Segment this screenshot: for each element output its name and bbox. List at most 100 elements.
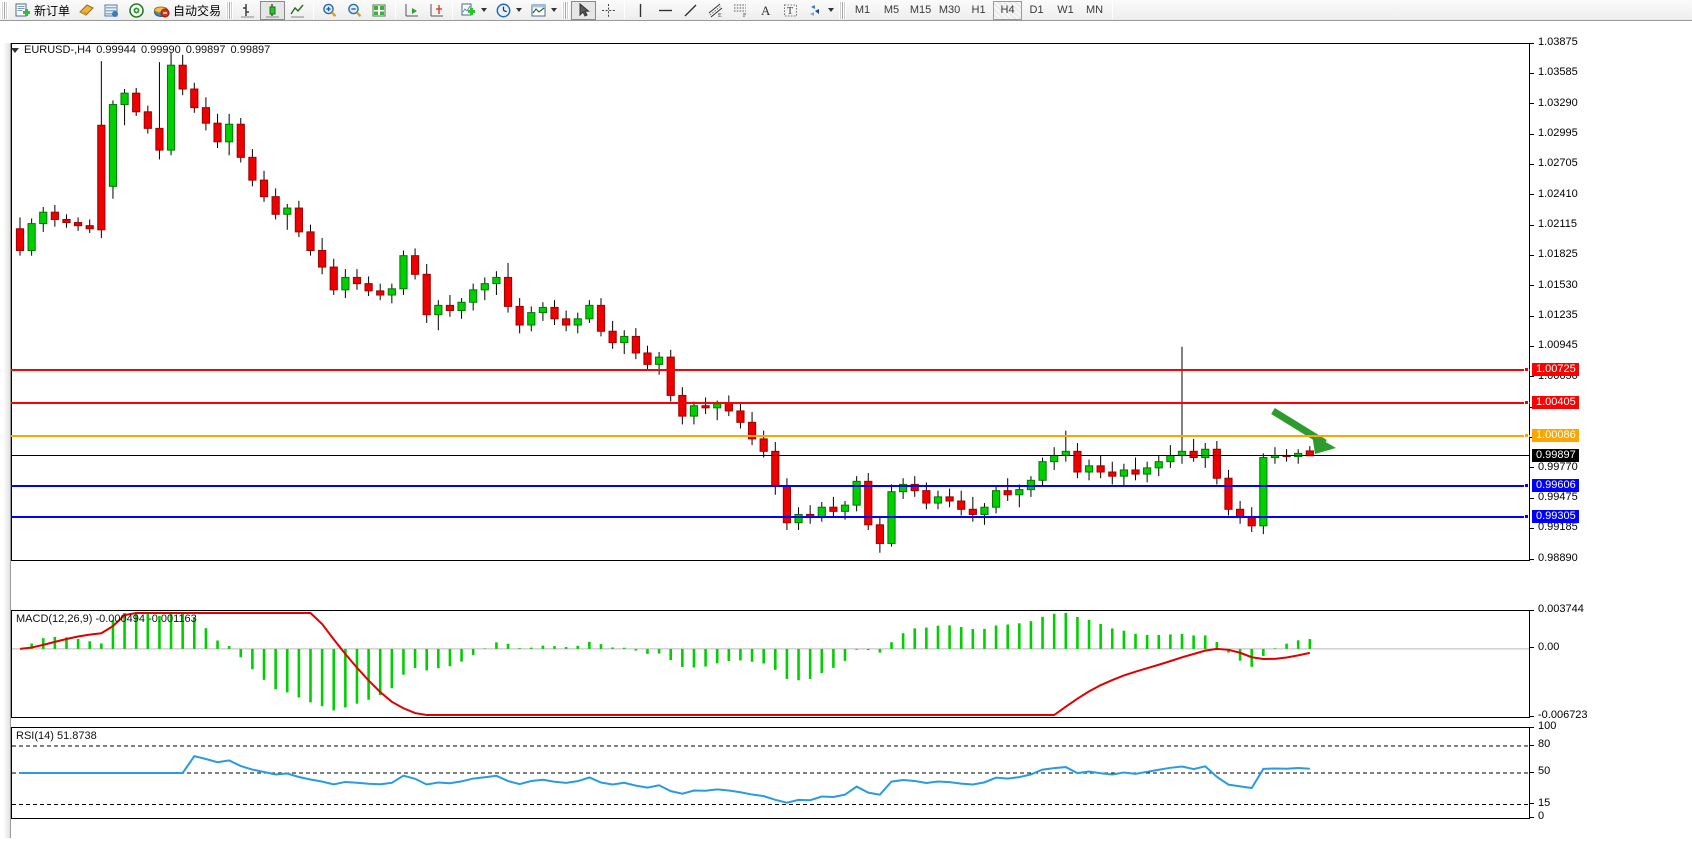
price-level-line-resistance-1[interactable]	[11, 402, 1530, 405]
candle-bullish	[585, 304, 594, 320]
price-level-handle-support-1[interactable]	[1524, 482, 1529, 488]
price-level-line-last-price[interactable]	[11, 454, 1530, 456]
toolbar-separator-5	[1112, 1, 1114, 19]
price-level-label-support-1[interactable]: 0.99606	[1532, 478, 1579, 492]
indicators-chevron-down-icon[interactable]	[481, 8, 488, 12]
timeframe-button-m30[interactable]: M30	[938, 4, 961, 16]
price-tick: 1.01235	[1530, 309, 1690, 321]
drawing-toolbar-grip[interactable]	[562, 1, 570, 19]
candle-bearish	[248, 156, 257, 181]
candle-bearish	[503, 276, 513, 307]
shapes-chevron-down-icon[interactable]	[828, 8, 835, 12]
indicators-button[interactable]	[456, 1, 491, 20]
candle-bearish	[1003, 490, 1012, 496]
templates-chevron-down-icon[interactable]	[551, 8, 558, 12]
timeframe-button-h1[interactable]: H1	[971, 4, 986, 16]
timeframe-button-m1[interactable]: M1	[854, 4, 871, 16]
market-watch-button[interactable]	[99, 1, 124, 20]
chart-toolbar-grip[interactable]	[226, 1, 234, 19]
price-level-label-support-2[interactable]: 0.99305	[1532, 510, 1579, 524]
price-level-line-support-1[interactable]	[11, 484, 1530, 487]
toolbar-separator-2	[395, 1, 397, 19]
equidistant-channel-button[interactable]: E	[703, 1, 728, 20]
price-level-handle-support-2[interactable]	[1524, 514, 1529, 520]
price-level-label-pivot[interactable]: 1.00086	[1532, 429, 1579, 443]
text-button[interactable]: A	[753, 1, 778, 20]
vline-button[interactable]	[628, 1, 653, 20]
expert-advisors-button[interactable]	[74, 1, 99, 20]
crosshair-button[interactable]	[596, 1, 621, 20]
grid-button[interactable]	[367, 1, 392, 20]
symbol-chevron-down-icon[interactable]	[11, 47, 19, 53]
price-level-label-last-price[interactable]: 0.99897	[1532, 448, 1579, 462]
candle-bullish	[166, 64, 176, 151]
candle-bullish	[1259, 457, 1268, 527]
timeframe-button-w1[interactable]: W1	[1057, 4, 1074, 16]
candle-bearish	[759, 438, 768, 452]
toolbar-separator-4	[624, 1, 626, 19]
candle-bullish	[341, 276, 350, 291]
rsi-pane[interactable]: RSI(14) 51.8738	[11, 727, 1530, 819]
price-level-label-resistance-2[interactable]: 1.00725	[1532, 363, 1579, 377]
price-level-line-support-2[interactable]	[11, 516, 1530, 519]
price-tick: 1.02115	[1530, 218, 1690, 230]
candle-bullish	[689, 405, 699, 417]
timeframe-button-mn[interactable]: MN	[1085, 4, 1104, 16]
trendline-button[interactable]	[678, 1, 703, 20]
price-axis[interactable]: 1.03875 1.03585 1.03290 1.02995 1.02705 1.024…	[1530, 36, 1690, 822]
period-chevron-down-icon[interactable]	[516, 8, 523, 12]
candle-bearish	[550, 306, 559, 320]
price-level-handle-resistance-1[interactable]	[1524, 400, 1529, 406]
bar-chart-icon	[239, 2, 256, 19]
autotrading-button[interactable]: 自动交易	[149, 1, 225, 20]
macd-tick-label: 0.003744	[1538, 603, 1584, 615]
navigator-button[interactable]	[124, 1, 149, 20]
line-chart-button[interactable]	[285, 1, 310, 20]
text-label-button[interactable]: T	[778, 1, 803, 20]
timeframe-button-m5[interactable]: M5	[883, 4, 900, 16]
templates-button[interactable]	[526, 1, 561, 20]
price-tick: 1.02410	[1530, 188, 1690, 200]
zoom-in-button[interactable]	[317, 1, 342, 20]
candle-bearish	[190, 88, 199, 109]
candle-bullish	[933, 496, 943, 504]
cursor-button[interactable]	[571, 0, 597, 20]
candlestick-chart-button[interactable]	[260, 0, 286, 20]
shapes-button[interactable]	[803, 1, 838, 20]
auto-scroll-button[interactable]	[424, 1, 449, 20]
candle-bearish	[178, 64, 187, 90]
shift-end-button[interactable]	[399, 1, 424, 20]
timeframe-toolbar-grip[interactable]	[839, 1, 847, 19]
candle-bearish	[724, 403, 733, 412]
bar-chart-button[interactable]	[235, 1, 260, 20]
templates-icon	[530, 2, 547, 19]
macd-pane[interactable]: MACD(12,26,9) -0.000494 -0.001163	[11, 610, 1530, 718]
candle-bearish	[132, 92, 141, 113]
period-button[interactable]	[491, 1, 526, 20]
price-level-label-resistance-1[interactable]: 1.00405	[1532, 396, 1579, 410]
new-order-button[interactable]: 新订单	[10, 1, 74, 20]
autotrading-label: 自动交易	[173, 3, 222, 18]
timeframe-button-d1[interactable]: D1	[1029, 4, 1044, 16]
candle-bullish	[1270, 454, 1280, 459]
candle-bullish	[655, 356, 664, 365]
symbol-high: 0.99990	[141, 44, 181, 56]
expert-advisors-icon	[78, 2, 95, 19]
fibonacci-button[interactable]: F	[728, 1, 753, 20]
timeframe-button-h4[interactable]: H4	[993, 0, 1023, 20]
price-tick: 0.99770	[1530, 461, 1690, 473]
rsi-label: RSI(14) 51.8738	[16, 730, 97, 742]
candle-bearish	[15, 228, 25, 252]
price-level-handle-resistance-2[interactable]	[1524, 367, 1529, 373]
price-level-line-pivot[interactable]	[11, 435, 1530, 438]
price-pane[interactable]	[11, 43, 1530, 561]
timeframe-button-m15[interactable]: M15	[909, 4, 932, 16]
price-level-line-resistance-2[interactable]	[11, 369, 1530, 372]
zoom-out-button[interactable]	[342, 1, 367, 20]
chart-scrollbar[interactable]	[3, 43, 11, 838]
hline-button[interactable]	[653, 1, 678, 20]
timeframe-group: M1 M5 M15 M30 H1 H4 D1 W1 MN	[848, 0, 1109, 20]
down-arrow[interactable]	[1271, 408, 1336, 454]
toolbar-grip[interactable]	[1, 1, 8, 19]
price-level-handle-pivot[interactable]	[1524, 433, 1529, 439]
